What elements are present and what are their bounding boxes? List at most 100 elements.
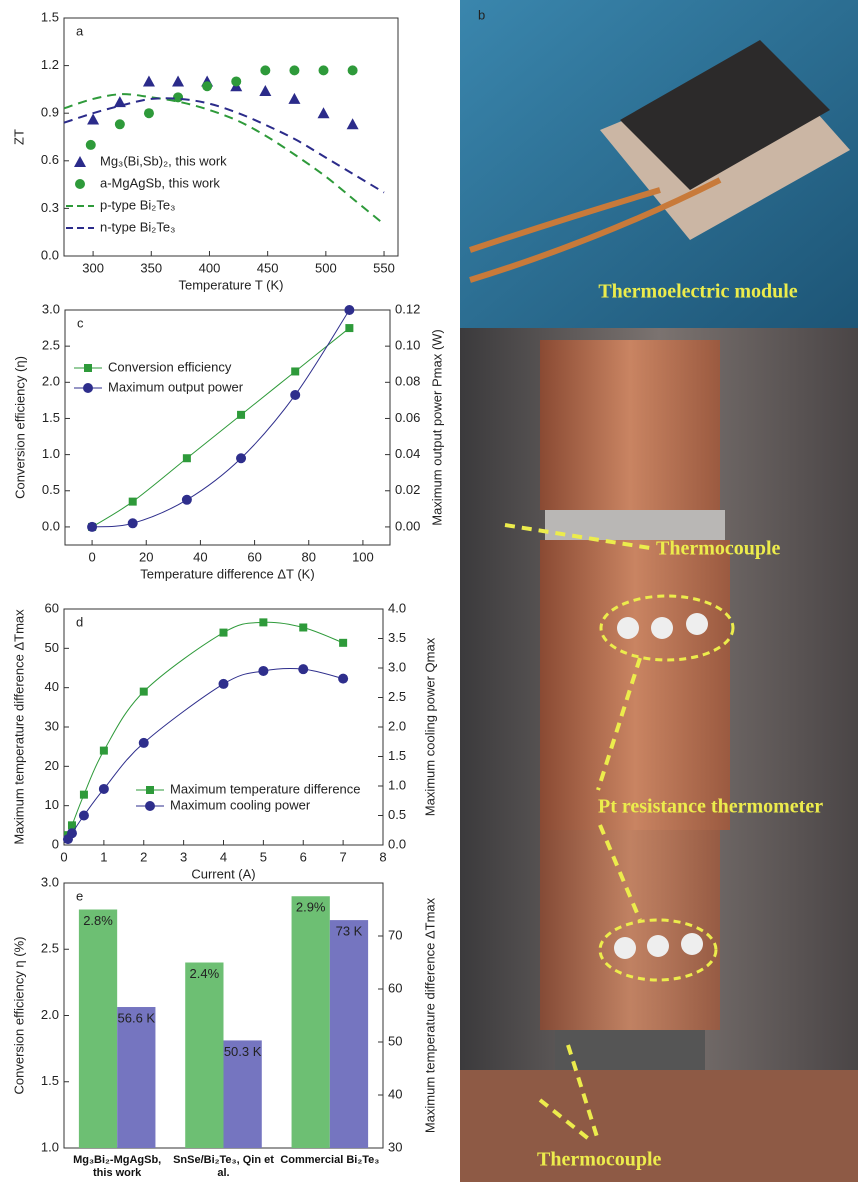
marker	[298, 664, 308, 674]
y2-tick-label: 2.5	[388, 689, 406, 704]
legend-label: Conversion efficiency	[108, 359, 232, 374]
bar	[292, 896, 330, 1148]
panel-label: a	[76, 23, 84, 38]
marker	[258, 666, 268, 676]
photo-label: Thermoelectric module	[598, 281, 797, 303]
legend-marker	[145, 801, 155, 811]
marker	[348, 65, 358, 75]
y2-tick-label: 0.02	[395, 482, 420, 497]
marker	[202, 81, 212, 91]
x-tick-label: 400	[199, 260, 221, 275]
value-label: 50.3 K	[224, 1044, 262, 1059]
marker	[288, 93, 300, 104]
x-tick-label: SnSe/Bi₂Te₃, Qin et al.	[172, 1154, 276, 1180]
panel-label: b	[478, 7, 485, 22]
y-tick-label: 1.5	[41, 9, 59, 24]
legend-marker	[84, 364, 92, 372]
y-tick-label: 2.0	[42, 374, 60, 389]
x-tick-label: 0	[88, 549, 95, 564]
value-label: 73 K	[336, 924, 363, 939]
x-tick-label: 2	[140, 849, 147, 864]
y-tick-label: 0.9	[41, 105, 59, 120]
legend-marker	[75, 179, 85, 189]
x-tick-label: 500	[315, 260, 337, 275]
marker	[318, 107, 330, 118]
marker	[87, 522, 97, 532]
y-tick-label: 40	[45, 679, 59, 694]
y-axis-label: Maximum temperature difference ΔTmax	[11, 609, 26, 845]
y-tick-label: 1.0	[41, 1139, 59, 1154]
y2-tick-label: 0.12	[395, 301, 420, 316]
y-axis-label: ZT	[11, 129, 26, 145]
marker	[260, 65, 270, 75]
marker	[87, 114, 99, 125]
y2-tick-label: 0.08	[395, 374, 420, 389]
marker	[115, 119, 125, 129]
panel-label: c	[77, 315, 84, 330]
y2-tick-label: 0.10	[395, 338, 420, 353]
legend-label: Maximum cooling power	[170, 797, 311, 812]
series-line	[92, 328, 349, 527]
y2-tick-label: 50	[388, 1033, 402, 1048]
y-axis-label: Conversion efficiency η (%)	[11, 937, 26, 1095]
x-tick-label: 5	[260, 849, 267, 864]
marker	[339, 639, 347, 647]
x-tick-label: 20	[139, 549, 153, 564]
marker	[338, 674, 348, 684]
y-tick-label: 0	[52, 836, 59, 851]
y2-tick-label: 40	[388, 1086, 402, 1101]
x-tick-label: 550	[373, 260, 395, 275]
y-tick-label: 2.5	[41, 941, 59, 956]
legend-label: a-MgAgSb, this work	[100, 175, 220, 190]
marker	[140, 688, 148, 696]
y-tick-label: 1.2	[41, 57, 59, 72]
y-tick-label: 2.0	[41, 1007, 59, 1022]
x-tick-label: 1	[100, 849, 107, 864]
x-tick-label: 80	[302, 549, 316, 564]
plot-frame	[65, 310, 390, 545]
value-label: 2.8%	[83, 913, 113, 928]
marker	[344, 305, 354, 315]
marker	[259, 618, 267, 626]
x-tick-label: 300	[82, 260, 104, 275]
y-tick-label: 0.3	[41, 200, 59, 215]
marker	[289, 65, 299, 75]
y2-axis-label: Maximum temperature difference ΔTmax	[422, 897, 437, 1133]
value-label: 2.9%	[296, 900, 326, 915]
y-tick-label: 3.0	[41, 874, 59, 889]
y-tick-label: 1.5	[41, 1073, 59, 1088]
value-label: 56.6 K	[118, 1010, 156, 1025]
marker	[259, 85, 271, 96]
legend-label: p-type Bi₂Te₃	[100, 197, 175, 212]
y2-tick-label: 60	[388, 980, 402, 995]
marker	[86, 140, 96, 150]
y-tick-label: 0.5	[42, 482, 60, 497]
x-tick-label: Mg₃Bi₂-MgAgSb, this work	[65, 1154, 169, 1180]
panel-label: d	[76, 614, 83, 629]
x-tick-label: Commercial Bi₂Te₃	[278, 1154, 382, 1167]
x-axis-label: Temperature difference ΔT (K)	[140, 566, 314, 581]
marker	[236, 453, 246, 463]
marker	[291, 367, 299, 375]
y2-tick-label: 4.0	[388, 600, 406, 615]
marker	[67, 828, 77, 838]
series-line	[92, 310, 349, 527]
y2-tick-label: 3.0	[388, 659, 406, 674]
y-tick-label: 2.5	[42, 338, 60, 353]
y2-axis-label: Maximum cooling power Qmax	[422, 637, 437, 816]
x-tick-label: 0	[60, 849, 67, 864]
marker	[139, 738, 149, 748]
marker	[144, 108, 154, 118]
x-tick-label: 100	[352, 549, 374, 564]
legend-label: Mg₃(Bi,Sb)₂, this work	[100, 153, 227, 168]
legend-label: Maximum temperature difference	[170, 781, 361, 796]
marker	[290, 390, 300, 400]
y2-axis-label: Maximum output power Pmax (W)	[429, 329, 444, 526]
marker	[347, 118, 359, 129]
marker	[237, 411, 245, 419]
legend-label: n-type Bi₂Te₃	[100, 219, 175, 234]
marker	[143, 75, 155, 86]
marker	[128, 518, 138, 528]
x-tick-label: 60	[247, 549, 261, 564]
value-label: 2.4%	[190, 966, 220, 981]
